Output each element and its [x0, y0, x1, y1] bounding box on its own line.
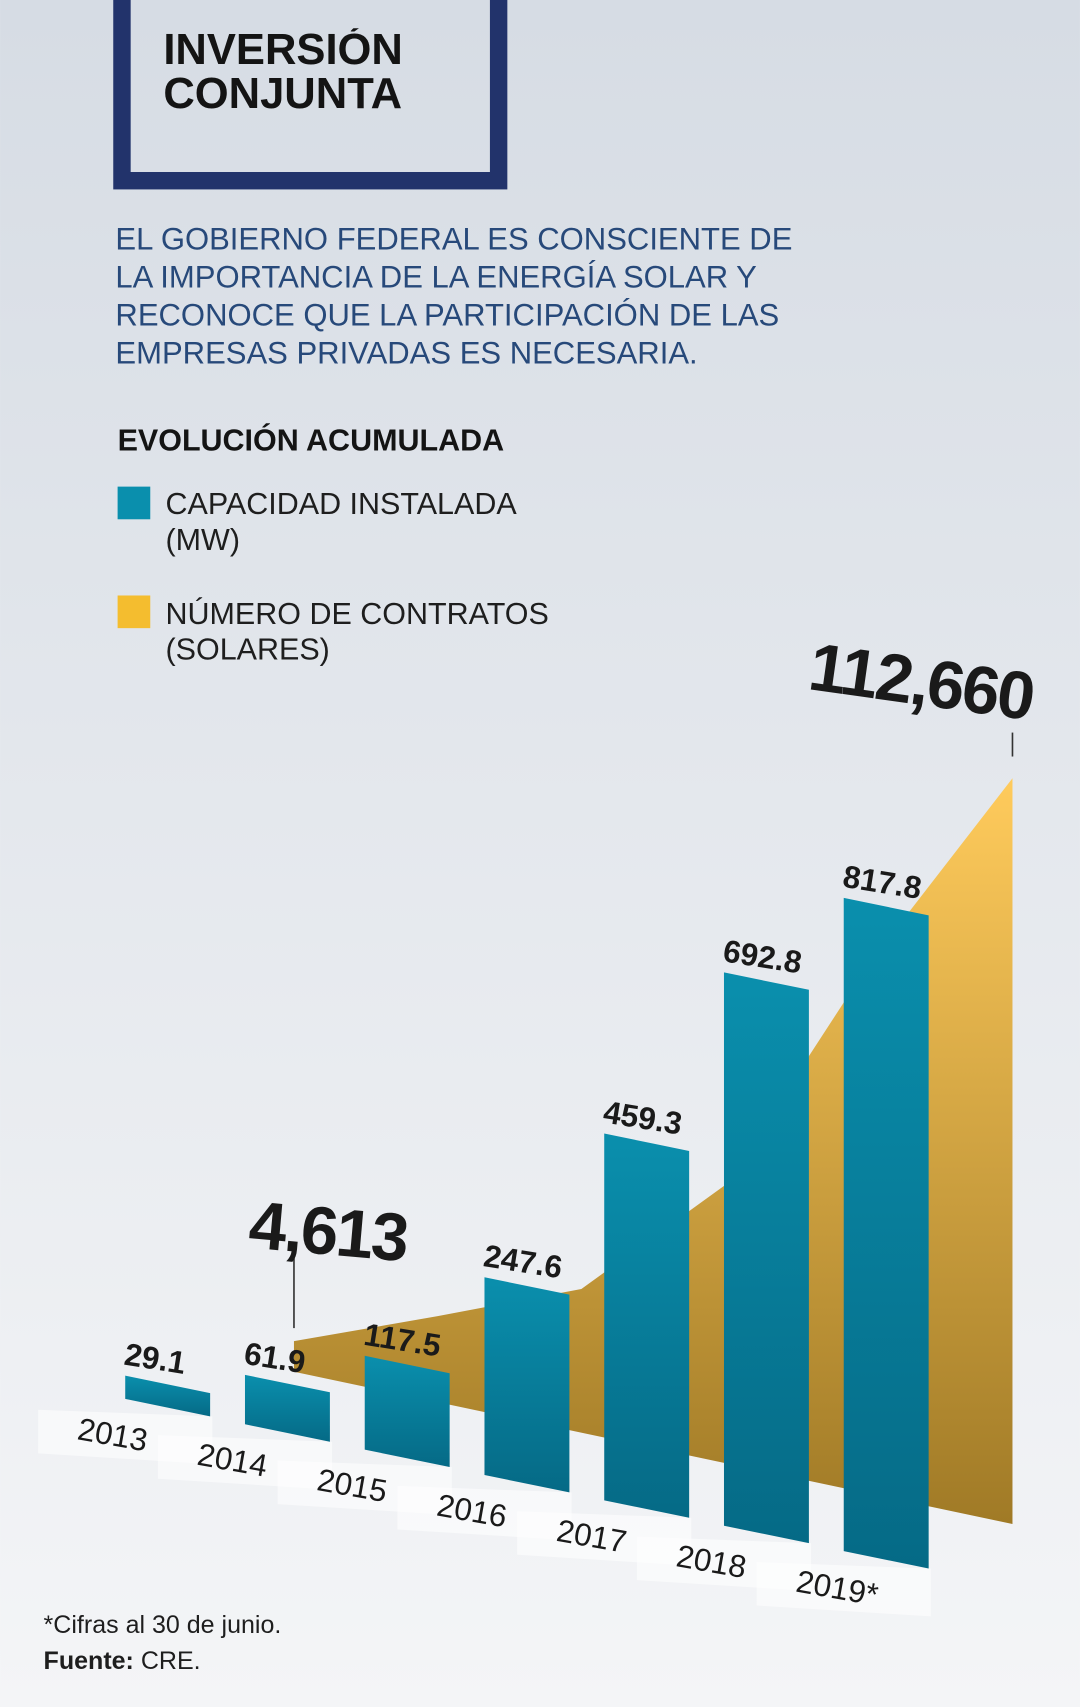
bar	[723, 972, 809, 1544]
value-label: 4,613	[246, 1188, 411, 1277]
plot: 4,613112,66029.1201361.92014117.52015247…	[38, 629, 1038, 1617]
bar	[843, 897, 929, 1569]
legend-wrap: NÚMERO DE CONTRATOS (SOLARES)	[165, 596, 549, 667]
title-box	[113, 0, 508, 190]
source-label: Fuente:	[44, 1647, 134, 1675]
legend-wrap: CAPACIDAD INSTALADA (MW)	[165, 486, 516, 557]
bar	[125, 1375, 211, 1417]
area	[293, 778, 1013, 1525]
source: CRE.	[141, 1647, 201, 1675]
subtitle: EL GOBIERNO FEDERAL ES CONSCIENTE DE LA …	[115, 222, 793, 372]
bar	[484, 1277, 570, 1493]
bar	[604, 1133, 690, 1518]
footnote: *Cifras al 30 de junio.	[44, 1611, 282, 1639]
bar	[244, 1374, 330, 1442]
chart-title: INVERSIÓN CONJUNTA	[163, 28, 403, 118]
subtitle-wrap: EL GOBIERNO FEDERAL ES CONSCIENTE DE LA …	[115, 222, 793, 372]
legend-swatch	[117, 595, 151, 629]
title-wrap: INVERSIÓN CONJUNTA	[163, 28, 403, 118]
section-title: EVOLUCIÓN ACUMULADA	[118, 422, 504, 458]
legend-label: CAPACIDAD INSTALADA (MW)	[165, 486, 516, 557]
bar	[364, 1355, 450, 1468]
legend-label: NÚMERO DE CONTRATOS (SOLARES)	[165, 596, 549, 667]
floor-shadow	[756, 1561, 931, 1617]
source-line: Fuente: CRE.	[44, 1647, 201, 1675]
legend-swatch	[117, 486, 151, 520]
